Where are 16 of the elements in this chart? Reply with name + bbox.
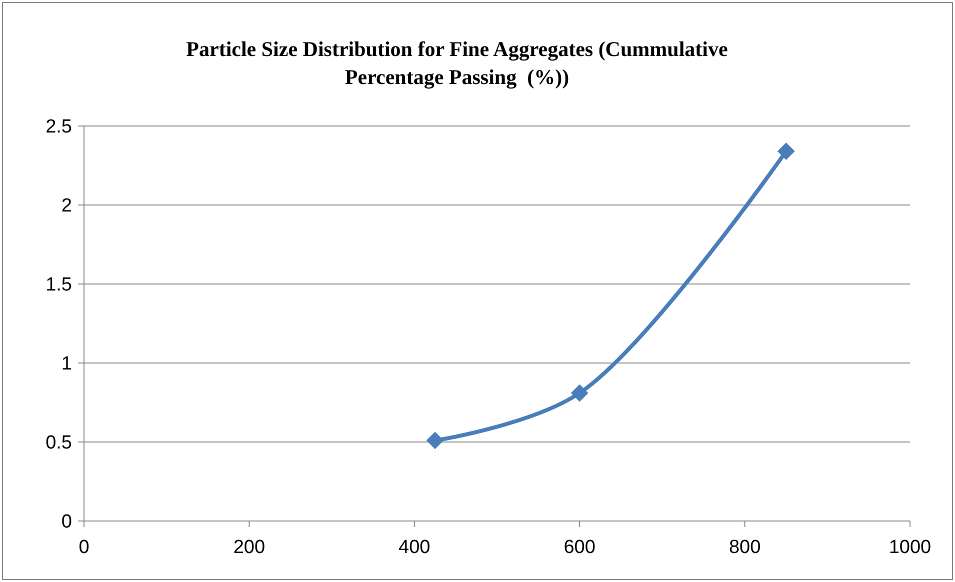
point	[778, 142, 795, 160]
y-tick-label: 0	[61, 512, 72, 533]
x-tick-label: 0	[78, 537, 90, 558]
x-tick-label: 800	[728, 537, 761, 558]
y-tick-label: 0.5	[46, 432, 72, 454]
y-tick-label: 2	[61, 196, 72, 217]
x-tick-label: 400	[398, 537, 430, 558]
y-tick-label: 1	[61, 354, 72, 375]
y-tick-label: 2.5	[46, 116, 72, 138]
x-tick-label: 600	[564, 537, 596, 558]
chart-title: Particle Size Distribution for Fine Aggregates (Cummulative Percentage Passing (%))	[186, 37, 728, 89]
x-tick-label: 200	[233, 537, 266, 558]
y-tick-label: 1.5	[46, 274, 72, 296]
point	[571, 384, 588, 402]
x-tick-label: 1000	[888, 537, 932, 558]
point	[426, 432, 444, 449]
